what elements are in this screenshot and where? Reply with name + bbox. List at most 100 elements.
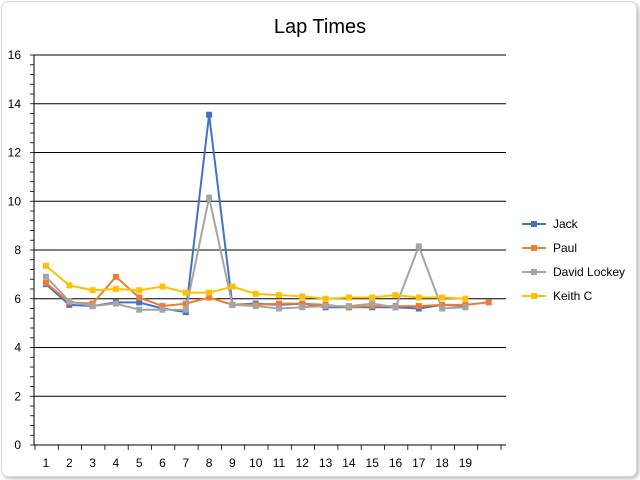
series-keith-c — [43, 262, 469, 302]
data-point — [159, 283, 166, 290]
data-point — [136, 287, 143, 294]
data-point — [182, 306, 189, 313]
data-point — [299, 304, 306, 311]
y-tick-label: 8 — [14, 243, 21, 257]
x-tick-label: 7 — [182, 456, 189, 470]
data-point — [206, 111, 213, 118]
x-tick-label: 8 — [206, 456, 213, 470]
data-point — [276, 300, 282, 307]
data-point — [252, 290, 259, 297]
data-point — [392, 304, 399, 311]
legend-marker — [531, 269, 537, 275]
data-point — [392, 292, 399, 299]
plot-series — [43, 111, 492, 316]
data-point — [159, 303, 166, 310]
data-point — [415, 243, 422, 250]
data-point — [89, 303, 96, 310]
legend-marker — [531, 293, 537, 299]
data-point — [43, 273, 49, 280]
series-line — [45, 113, 466, 314]
x-tick-label: 6 — [159, 456, 166, 470]
data-point — [369, 300, 376, 307]
x-tick-label: 3 — [89, 456, 96, 470]
data-point — [206, 289, 213, 296]
y-tick-label: 10 — [8, 194, 22, 208]
chart-title: Lap Times — [274, 16, 366, 38]
series-david-lockey — [43, 194, 469, 313]
data-point — [112, 300, 119, 307]
data-point — [159, 306, 166, 313]
data-point — [182, 300, 189, 307]
data-point — [345, 294, 352, 301]
data-point — [182, 289, 189, 296]
data-point — [252, 303, 259, 310]
legend-item: David Lockey — [522, 265, 625, 279]
series-line — [45, 275, 489, 309]
legend-label: Keith C — [553, 289, 593, 303]
data-point — [229, 283, 236, 290]
data-point — [206, 294, 213, 301]
data-point — [415, 294, 422, 301]
data-point — [276, 292, 282, 299]
data-point — [43, 262, 49, 269]
data-point — [369, 294, 376, 301]
x-tick-label: 19 — [459, 456, 473, 470]
y-tick-label: 4 — [14, 341, 21, 355]
data-point — [462, 295, 469, 302]
y-tick-label: 14 — [8, 97, 22, 111]
legend-marker — [531, 245, 537, 251]
data-point — [439, 301, 446, 308]
legend-label: Paul — [553, 241, 577, 255]
data-point — [462, 304, 469, 311]
legend-marker — [531, 221, 537, 227]
x-tick-label: 15 — [366, 456, 380, 470]
y-tick-label: 6 — [14, 292, 21, 306]
data-point — [43, 279, 49, 286]
data-point — [485, 299, 492, 306]
data-point — [439, 305, 446, 312]
data-point — [439, 294, 446, 301]
data-point — [322, 303, 329, 310]
x-tick-label: 13 — [319, 456, 333, 470]
legend-label: David Lockey — [553, 265, 625, 279]
y-tick-label: 2 — [14, 389, 21, 403]
x-tick-label: 2 — [66, 456, 73, 470]
data-point — [229, 301, 236, 308]
legend-label: Jack — [553, 217, 579, 231]
data-point — [136, 306, 143, 313]
x-tick-label: 12 — [296, 456, 310, 470]
data-point — [89, 287, 96, 294]
data-point — [112, 273, 119, 280]
data-point — [322, 295, 329, 302]
data-point — [66, 298, 73, 305]
data-point — [276, 305, 282, 312]
legend: Jack Paul David Lockey Keith C — [522, 217, 625, 303]
x-tick-label: 11 — [273, 456, 286, 470]
data-point — [136, 299, 143, 306]
x-tick-label: 17 — [412, 456, 426, 470]
x-tick-label: 10 — [249, 456, 263, 470]
data-point — [415, 303, 422, 310]
y-tick-label: 16 — [8, 48, 22, 62]
data-point — [299, 300, 306, 307]
data-point — [66, 282, 73, 289]
legend-item: Paul — [522, 241, 577, 255]
data-point — [112, 286, 119, 292]
x-tick-label: 18 — [435, 456, 449, 470]
data-point — [299, 293, 306, 300]
data-point — [345, 303, 352, 310]
x-tick-label: 1 — [43, 456, 50, 470]
x-tick-label: 14 — [342, 456, 356, 470]
y-tick-label: 12 — [8, 146, 22, 160]
x-tick-label: 16 — [389, 456, 403, 470]
data-point — [206, 194, 213, 201]
x-tick-label: 4 — [113, 456, 120, 470]
gridlines — [34, 54, 506, 397]
x-tick-label: 9 — [229, 456, 236, 470]
x-tick-label: 5 — [136, 456, 143, 470]
legend-item: Jack — [522, 217, 579, 231]
y-tick-label: 0 — [14, 438, 21, 452]
